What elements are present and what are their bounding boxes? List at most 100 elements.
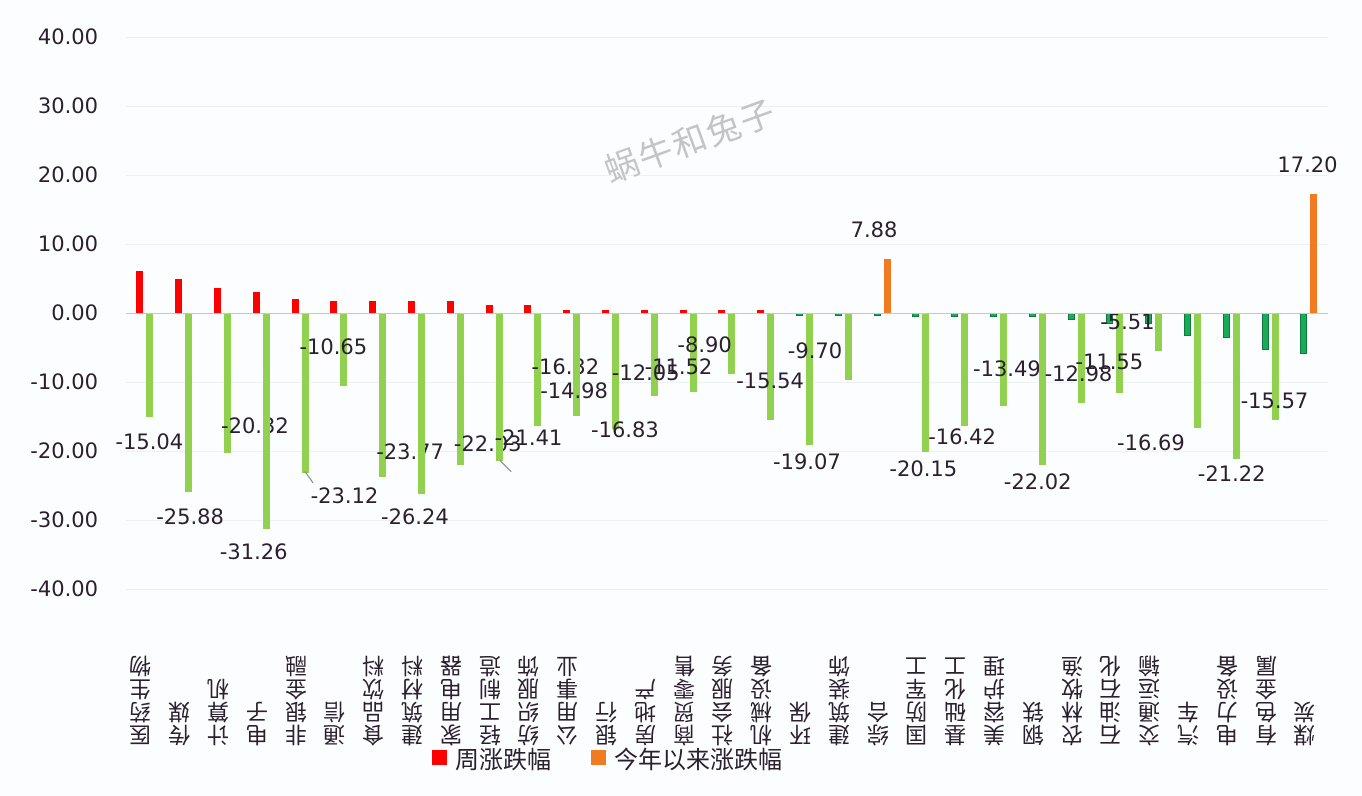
x-category-label: 银行 bbox=[596, 700, 621, 746]
legend-item-ytd[interactable]: 今年以来涨跌幅 bbox=[591, 740, 782, 775]
bar-ytd-change[interactable] bbox=[1194, 313, 1201, 429]
bar-ytd-change[interactable] bbox=[495, 313, 503, 461]
bar-weekly-change[interactable] bbox=[485, 305, 493, 313]
data-label: -15.57 bbox=[1240, 389, 1309, 414]
data-label: -16.42 bbox=[928, 425, 996, 450]
bar-weekly-change[interactable] bbox=[524, 305, 532, 313]
bar-weekly-change[interactable] bbox=[563, 310, 571, 313]
bar-weekly-change[interactable] bbox=[1184, 313, 1191, 336]
gridline bbox=[126, 382, 1328, 383]
bar-weekly-change[interactable] bbox=[291, 299, 299, 313]
data-label: -14.98 bbox=[540, 379, 608, 404]
x-category-label: 石油石化 bbox=[1100, 654, 1126, 746]
x-category-label: 公用事业 bbox=[557, 654, 583, 746]
bar-weekly-change[interactable] bbox=[1222, 313, 1230, 338]
bar-ytd-change[interactable] bbox=[379, 313, 387, 477]
bar-ytd-change[interactable] bbox=[650, 313, 658, 397]
bar-weekly-change[interactable] bbox=[1261, 313, 1269, 350]
bar-weekly-change[interactable] bbox=[602, 310, 609, 313]
bar-ytd-change[interactable] bbox=[418, 313, 425, 495]
data-label: -23.77 bbox=[376, 440, 444, 464]
data-label: -16.69 bbox=[1117, 431, 1185, 456]
data-label: -11.55 bbox=[1075, 349, 1144, 374]
bar-ytd-change[interactable] bbox=[844, 313, 852, 380]
bar-ytd-change[interactable] bbox=[689, 313, 697, 393]
bar-weekly-change[interactable] bbox=[408, 301, 415, 313]
x-category-label: 综合 bbox=[867, 700, 893, 746]
bar-ytd-change[interactable] bbox=[1038, 313, 1046, 465]
bar-weekly-change[interactable] bbox=[446, 301, 454, 313]
bar-ytd-change[interactable] bbox=[185, 313, 193, 492]
bar-ytd-change[interactable] bbox=[1155, 313, 1163, 352]
bar-weekly-change[interactable] bbox=[1300, 313, 1308, 354]
gridline bbox=[126, 106, 1328, 107]
legend-label-weekly: 周涨跌幅 bbox=[455, 746, 551, 774]
data-label: 7.88 bbox=[850, 217, 898, 242]
x-category-label: 食品饮料 bbox=[363, 654, 389, 746]
data-label: -22.03 bbox=[453, 432, 522, 456]
bar-ytd-change[interactable] bbox=[883, 258, 891, 313]
bar-weekly-change[interactable] bbox=[175, 279, 183, 313]
bar-weekly-change[interactable] bbox=[214, 288, 221, 313]
data-label: -25.88 bbox=[156, 504, 224, 529]
bar-weekly-change[interactable] bbox=[136, 270, 144, 313]
gridline bbox=[126, 520, 1328, 521]
data-label: -20.32 bbox=[221, 414, 289, 439]
x-category-label: 纺织服饰 bbox=[518, 654, 544, 746]
x-category-label: 钢铁 bbox=[1022, 700, 1048, 746]
bar-ytd-change[interactable] bbox=[340, 313, 348, 387]
bar-weekly-change[interactable] bbox=[1067, 313, 1075, 320]
bar-ytd-change[interactable] bbox=[1116, 313, 1124, 393]
bar-weekly-change[interactable] bbox=[640, 310, 648, 313]
gridline bbox=[126, 589, 1328, 590]
bar-weekly-change[interactable] bbox=[679, 310, 687, 313]
x-category-label: 非银金融 bbox=[285, 654, 311, 746]
x-category-label: 商贸零售 bbox=[673, 654, 699, 746]
bar-ytd-change[interactable] bbox=[1000, 313, 1007, 407]
bar-ytd-change[interactable] bbox=[262, 313, 270, 529]
y-tick-label: 0.00 bbox=[51, 301, 98, 325]
bar-ytd-change[interactable] bbox=[767, 313, 775, 421]
bar-weekly-change[interactable] bbox=[369, 301, 377, 313]
bar-ytd-change[interactable] bbox=[456, 313, 464, 465]
data-label: -10.65 bbox=[299, 335, 368, 360]
bar-ytd-change[interactable] bbox=[1232, 313, 1240, 460]
bar-ytd-change[interactable] bbox=[573, 313, 581, 417]
x-category-label: 农林牧渔 bbox=[1061, 654, 1087, 746]
bar-ytd-change[interactable] bbox=[922, 313, 930, 453]
x-category-label: 建筑材料 bbox=[402, 654, 427, 746]
bar-ytd-change[interactable] bbox=[806, 313, 813, 445]
y-tick-label: -20.00 bbox=[30, 439, 98, 463]
data-label: -15.54 bbox=[736, 369, 804, 394]
data-label: -11.52 bbox=[644, 355, 713, 380]
bar-ytd-change[interactable] bbox=[961, 313, 969, 427]
gridline bbox=[126, 175, 1328, 176]
bar-ytd-change[interactable] bbox=[534, 313, 542, 426]
legend: 周涨跌幅 今年以来涨跌幅 bbox=[432, 740, 822, 775]
bar-ytd-change[interactable] bbox=[612, 313, 619, 430]
x-category-label: 计算机 bbox=[208, 677, 233, 746]
bar-ytd-change[interactable] bbox=[1310, 194, 1318, 313]
bar-weekly-change[interactable] bbox=[330, 301, 338, 313]
bar-ytd-change[interactable] bbox=[1271, 313, 1279, 421]
bar-ytd-change[interactable] bbox=[146, 313, 154, 417]
bar-weekly-change[interactable] bbox=[718, 310, 726, 313]
x-category-label: 煤炭 bbox=[1294, 700, 1320, 746]
gridline bbox=[126, 37, 1328, 38]
bar-weekly-change[interactable] bbox=[757, 310, 765, 313]
data-label: -20.15 bbox=[889, 457, 958, 482]
bar-weekly-change[interactable] bbox=[252, 291, 260, 313]
bar-ytd-change[interactable] bbox=[224, 313, 231, 454]
legend-item-weekly[interactable]: 周涨跌幅 bbox=[432, 740, 551, 775]
y-tick-label: 40.00 bbox=[37, 25, 98, 49]
bar-ytd-change[interactable] bbox=[728, 313, 736, 375]
data-label: -8.90 bbox=[677, 333, 732, 358]
bar-ytd-change[interactable] bbox=[1077, 313, 1085, 403]
data-label: -16.32 bbox=[531, 354, 600, 379]
data-label: -16.83 bbox=[591, 418, 659, 443]
bar-ytd-change[interactable] bbox=[301, 313, 309, 473]
data-label: -21.41 bbox=[494, 425, 563, 450]
data-label: 17.20 bbox=[1277, 153, 1338, 178]
label-leader-line bbox=[499, 460, 512, 473]
